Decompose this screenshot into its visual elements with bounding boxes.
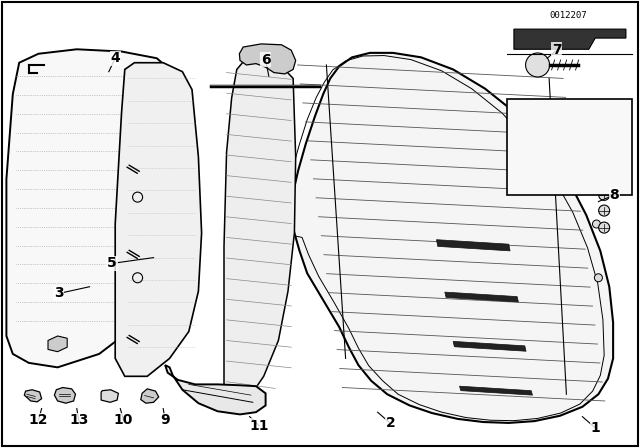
Text: 8: 8 bbox=[609, 188, 620, 202]
Text: 9: 9 bbox=[160, 413, 170, 427]
Circle shape bbox=[598, 222, 610, 233]
Text: 11: 11 bbox=[250, 418, 269, 433]
Polygon shape bbox=[460, 386, 532, 395]
Text: 5: 5 bbox=[107, 256, 117, 271]
Text: 7: 7 bbox=[552, 43, 562, 57]
Polygon shape bbox=[239, 44, 296, 74]
Text: 6: 6 bbox=[260, 52, 271, 67]
Circle shape bbox=[598, 205, 610, 216]
Text: 1: 1 bbox=[590, 421, 600, 435]
Polygon shape bbox=[24, 390, 42, 402]
Text: 10: 10 bbox=[114, 413, 133, 427]
Polygon shape bbox=[115, 63, 202, 376]
Polygon shape bbox=[101, 390, 118, 402]
Text: 2: 2 bbox=[385, 416, 396, 431]
Text: 12: 12 bbox=[29, 413, 48, 427]
Bar bbox=[507, 99, 632, 195]
Text: 13: 13 bbox=[69, 413, 88, 427]
Polygon shape bbox=[291, 53, 613, 423]
Polygon shape bbox=[445, 292, 518, 302]
Polygon shape bbox=[54, 388, 76, 403]
Polygon shape bbox=[224, 57, 296, 408]
Text: 0012207: 0012207 bbox=[550, 11, 587, 20]
Circle shape bbox=[591, 166, 599, 174]
Polygon shape bbox=[436, 240, 510, 251]
Polygon shape bbox=[141, 389, 159, 403]
Circle shape bbox=[598, 190, 610, 200]
Polygon shape bbox=[6, 49, 170, 367]
Circle shape bbox=[593, 220, 600, 228]
Polygon shape bbox=[453, 341, 526, 351]
Text: 4: 4 bbox=[110, 51, 120, 65]
Polygon shape bbox=[514, 29, 626, 49]
Circle shape bbox=[525, 53, 550, 77]
Circle shape bbox=[595, 274, 602, 282]
Text: 3: 3 bbox=[54, 286, 64, 301]
Polygon shape bbox=[165, 365, 266, 414]
Polygon shape bbox=[48, 336, 67, 352]
